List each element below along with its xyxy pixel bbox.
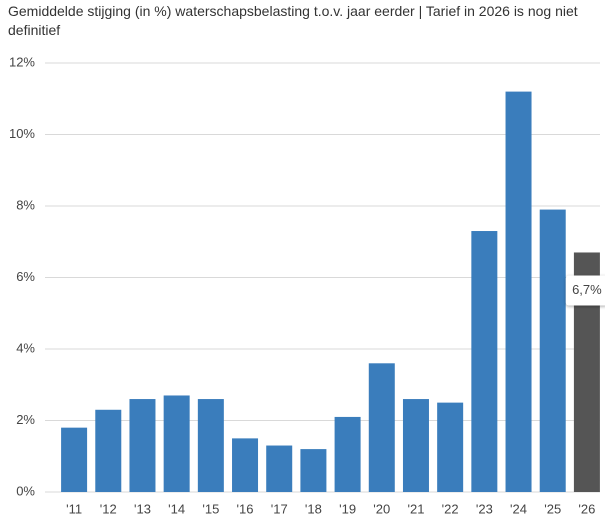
x-tick-label: '21 [407,501,424,516]
bar [232,438,259,492]
bar [539,209,566,492]
x-tick-label: '12 [100,501,117,516]
y-tick-label: 8% [16,197,35,212]
value-label-box [565,275,605,306]
bar [61,427,88,492]
y-tick-label: 12% [9,54,35,69]
x-tick-label: '18 [305,501,322,516]
bar [95,409,122,492]
y-tick-label: 4% [16,340,35,355]
bar [266,445,293,492]
bar [505,91,532,492]
bar [471,231,498,492]
x-tick-label: '20 [373,501,390,516]
y-tick-label: 0% [16,483,35,498]
x-tick-label: '22 [442,501,459,516]
x-tick-label: '25 [544,501,561,516]
bar [334,416,361,492]
x-tick-label: '24 [510,501,527,516]
bar [368,363,395,492]
x-tick-label: '23 [476,501,493,516]
value-label: 6,7% [572,282,602,297]
y-tick-label: 2% [16,412,35,427]
x-tick-label: '11 [66,501,82,516]
bar [300,449,327,492]
x-tick-label: '14 [168,501,185,516]
x-tick-label: '13 [134,501,151,516]
x-tick-label: '19 [339,501,356,516]
x-tick-label: '15 [202,501,219,516]
y-tick-label: 6% [16,269,35,284]
bar [163,395,190,492]
y-tick-label: 10% [9,126,35,141]
chart-title: Gemiddelde stijging (in %) waterschapsbe… [8,3,578,38]
bar [129,399,156,492]
bar [197,399,224,492]
bar [437,402,464,492]
x-tick-label: '17 [271,501,288,516]
x-tick-label: '16 [237,501,254,516]
x-tick-label: '26 [578,501,595,516]
bar [402,399,429,492]
